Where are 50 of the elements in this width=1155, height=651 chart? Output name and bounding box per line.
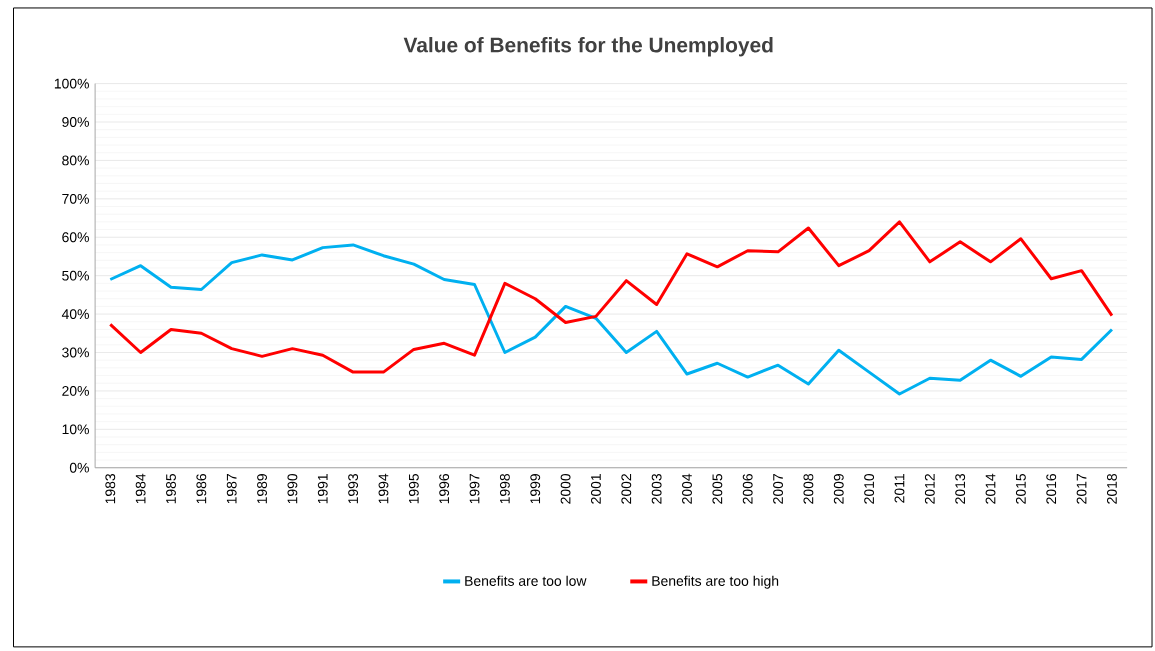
y-tick-label: 50% (62, 270, 89, 281)
x-tick-label: 1999 (530, 474, 541, 504)
y-tick-label: 70% (62, 193, 89, 204)
line-series (108, 243, 1114, 396)
x-tick-label: 1986 (196, 474, 207, 504)
x-tick-label: 2018 (1106, 474, 1117, 504)
x-tick-label: 1991 (317, 474, 328, 504)
y-tick-label: 80% (62, 155, 89, 166)
x-tick-label: 1990 (287, 473, 298, 504)
x-tick-label: 2010 (864, 473, 875, 504)
y-tick-label: 100% (54, 78, 89, 89)
x-tick-label: 1984 (135, 473, 146, 504)
x-tick-label: 2016 (1046, 474, 1057, 504)
x-tick-label: 2009 (833, 474, 844, 504)
line-series (108, 220, 1114, 374)
x-tick-label: 2005 (712, 474, 723, 504)
x-tick-label: 2001 (590, 474, 601, 504)
chart-title: Value of Benefits for the Unemployed (403, 37, 773, 57)
x-tick-label: 1985 (166, 474, 176, 504)
x-tick-label: 2003 (651, 474, 662, 504)
x-tick-label: 1994 (378, 473, 389, 504)
y-tick-label: 10% (62, 424, 89, 435)
x-tick-label: 2014 (985, 473, 996, 504)
x-tick-label: 1998 (499, 474, 510, 504)
y-tick-label: 30% (62, 347, 89, 358)
y-tick-label: 90% (62, 117, 89, 128)
y-tick-label: 20% (62, 386, 89, 396)
y-tick-label: 40% (61, 309, 89, 320)
x-tick-label: 2011 (894, 474, 905, 503)
x-tick-label: 2017 (1076, 474, 1087, 504)
x-tick-label: 2008 (803, 474, 814, 504)
x-tick-label: 1996 (439, 474, 450, 504)
x-tick-label: 2015 (1015, 474, 1026, 504)
y-tick-label: 0% (69, 462, 89, 473)
x-tick-label: 2000 (560, 473, 571, 504)
x-tick-label: 1995 (408, 474, 419, 504)
x-tick-label: 1987 (226, 474, 237, 504)
x-tick-label: 2007 (773, 474, 783, 504)
legend-label: Benefits are too high (652, 575, 779, 589)
x-tick-label: 1993 (348, 474, 359, 504)
x-tick-label: 2004 (682, 473, 692, 504)
x-tick-label: 1983 (105, 474, 116, 504)
x-tick-label: 2002 (621, 474, 632, 504)
y-tick-label: 60% (62, 232, 89, 243)
legend-label: Benefits are too low (465, 575, 587, 586)
x-tick-label: 2006 (742, 474, 753, 504)
x-tick-label: 2013 (955, 474, 966, 504)
x-tick-label: 2012 (924, 474, 935, 504)
x-tick-label: 1989 (257, 474, 267, 504)
x-tick-label: 1997 (469, 474, 480, 504)
